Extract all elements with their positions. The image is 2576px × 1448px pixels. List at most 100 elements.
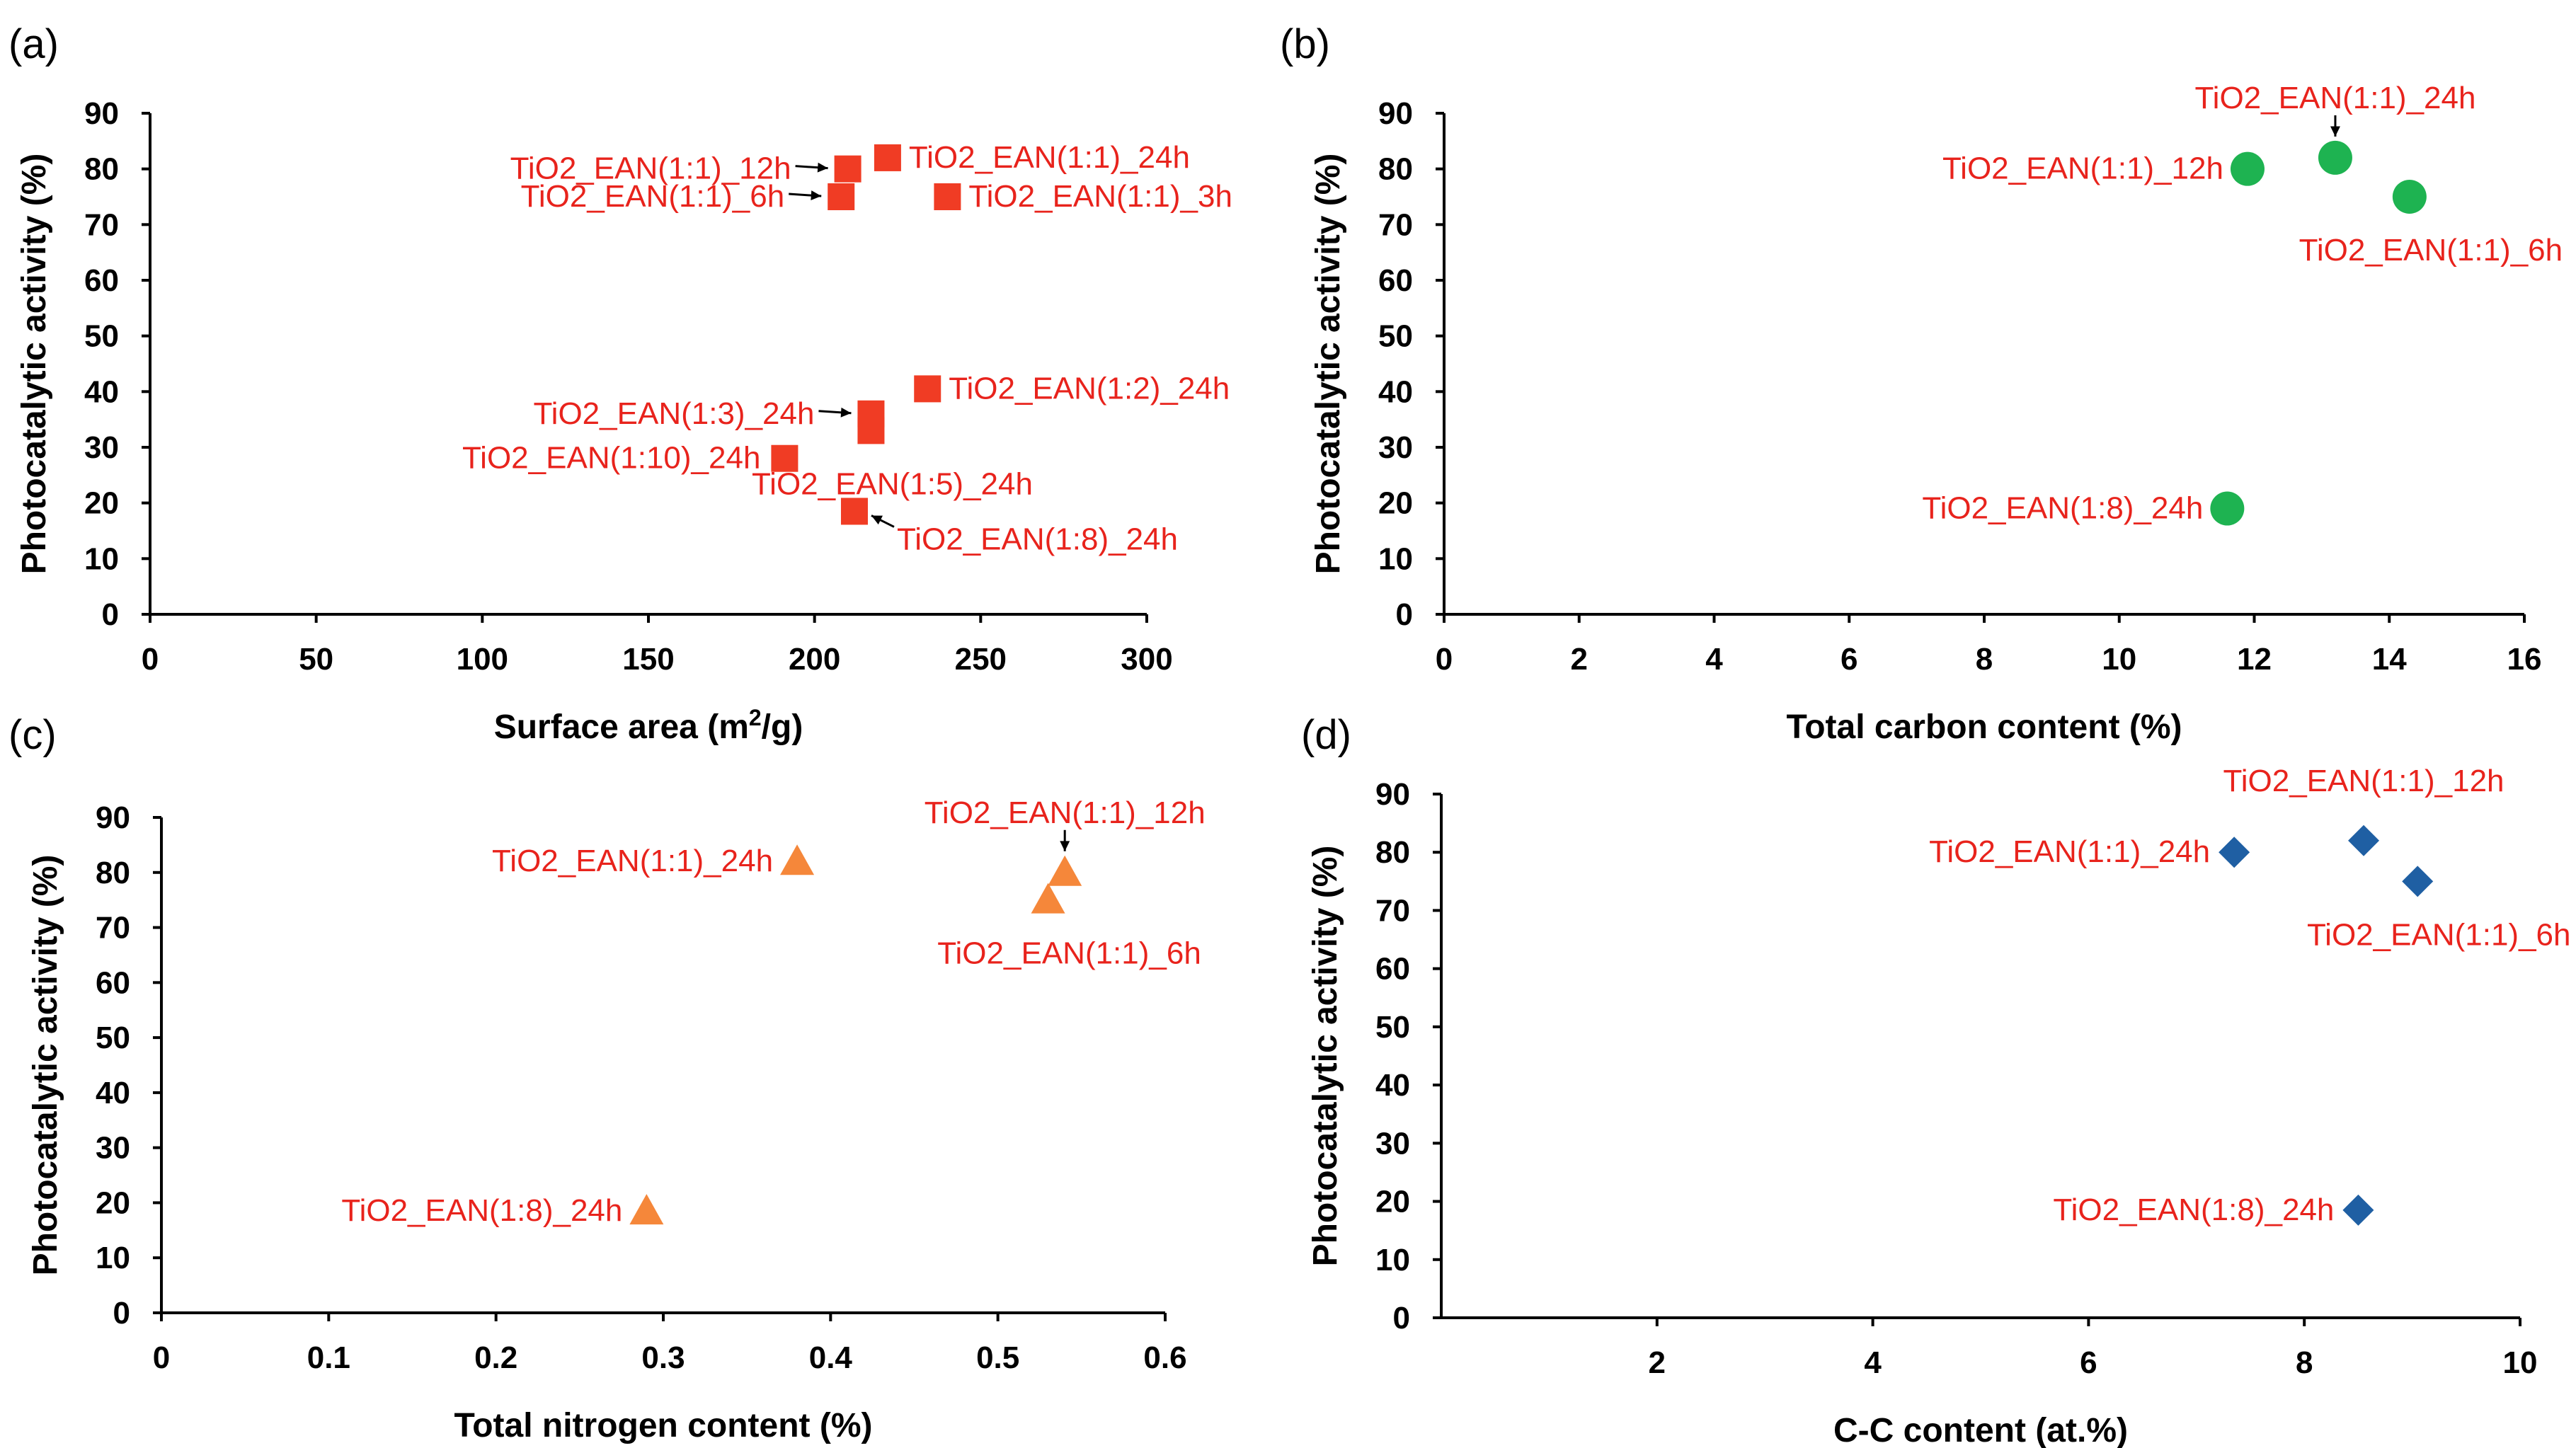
y-tick-label: 20 [84,486,119,521]
x-tick-label: 150 [622,642,674,677]
panel-c: (c) 0 10 20 30 40 50 60 70 80 90 0 0.1 0.2 0.3 0.4 0.5 0.… [8,712,1206,1444]
panel-d: (d) 0 10 20 30 40 50 60 70 80 90 2 4 6 8 10 C-C content … [1301,712,2570,1448]
y-tick-label: 70 [84,207,119,242]
point-annotation: TiO2_EAN(1:1)_12h [510,151,791,186]
y-tick-label: 80 [1378,152,1413,187]
point-annotation: TiO2_EAN(1:1)_6h [2307,917,2571,952]
y-tick-label: 50 [1378,319,1413,354]
x-tick-label: 8 [2296,1345,2313,1380]
x-tick-label: 10 [2503,1345,2538,1380]
y-tick-label: 40 [1375,1068,1410,1103]
x-tick-label: 100 [457,642,508,677]
data-point [1048,855,1082,886]
panel-label: (a) [8,21,59,67]
x-axis-title: C-C content (at.%) [1833,1412,2128,1448]
data-point [629,1194,664,1225]
data-point [834,155,861,183]
y-tick-label: 30 [1375,1126,1410,1161]
x-tick-label: 0 [153,1340,170,1375]
point-annotation: TiO2_EAN(1:1)_12h [925,795,1206,830]
data-point [2402,866,2434,897]
x-tick-label: 300 [1121,642,1172,677]
point-annotation: TiO2_EAN(1:10)_24h [462,441,760,476]
y-tick-label: 40 [84,374,119,409]
data-point [2230,151,2265,186]
y-tick-label: 80 [96,856,130,890]
data-point [2392,180,2427,214]
y-tick-label: 60 [84,263,119,298]
x-tick-label: 0.3 [641,1340,685,1375]
y-tick-label: 60 [1375,952,1410,987]
y-tick-label: 0 [102,597,119,632]
y-tick-label: 30 [96,1131,130,1166]
x-axis-title-tail: /g) [762,708,803,746]
y-tick-label: 90 [1378,96,1413,131]
y-axis-title: Photocatalytic activity (%) [1310,154,1347,575]
panel-label: (d) [1301,712,1351,758]
point-annotation: TiO2_EAN(1:5)_24h [752,466,1033,501]
y-tick-label: 50 [96,1021,130,1055]
point-annotation: TiO2_EAN(1:8)_24h [2053,1193,2334,1227]
y-axis-title: Photocatalytic activity (%) [16,154,53,575]
panel-label: (b) [1280,21,1330,67]
x-axis-title-superscript: 2 [749,705,762,730]
point-annotation: TiO2_EAN(1:1)_12h [2223,764,2505,798]
data-point [874,144,901,171]
annotation-arrow-head [871,515,883,525]
data-point [914,375,941,403]
y-tick-label: 20 [1378,486,1413,521]
x-tick-label: 0 [142,642,159,677]
x-tick-label: 6 [1841,642,1857,677]
data-point [2318,140,2352,175]
point-annotation: TiO2_EAN(1:8)_24h [1922,491,2203,526]
y-tick-label: 90 [84,96,119,131]
y-tick-label: 0 [1393,1301,1410,1335]
point-annotation: TiO2_EAN(1:1)_3h [968,179,1232,214]
data-point [2210,491,2245,526]
data-point [2342,1194,2374,1226]
point-annotation: TiO2_EAN(1:1)_24h [2194,81,2475,115]
y-axis-title: Photocatalytic activity (%) [1307,846,1344,1267]
y-tick-label: 60 [1378,263,1413,298]
point-annotation: TiO2_EAN(1:1)_6h [2299,233,2563,268]
y-tick-label: 0 [1396,597,1413,632]
y-tick-label: 20 [96,1185,130,1220]
y-tick-label: 70 [1375,893,1410,928]
point-annotation: TiO2_EAN(1:1)_6h [521,179,785,214]
y-tick-label: 70 [1378,207,1413,242]
annotation-arrow-head [811,190,822,201]
y-tick-label: 20 [1375,1185,1410,1219]
y-tick-label: 30 [1378,430,1413,465]
x-tick-label: 50 [299,642,333,677]
panel-a: (a) 0 10 20 30 40 50 60 70 80 90 0 50 100 150 200 250 300… [8,21,1232,746]
x-axis-title: Surface area (m2/g) [494,705,803,746]
x-tick-label: 4 [1864,1345,1882,1380]
point-annotation: TiO2_EAN(1:1)_24h [1929,834,2210,869]
x-tick-label: 16 [2507,642,2542,677]
data-point [2219,837,2250,868]
x-tick-label: 0.5 [976,1340,1019,1375]
y-tick-label: 40 [96,1076,130,1110]
y-tick-label: 60 [96,965,130,1000]
point-annotation: TiO2_EAN(1:1)_24h [909,140,1190,175]
x-tick-label: 6 [2080,1345,2097,1380]
panel-label: (c) [8,712,57,758]
y-tick-label: 90 [96,800,130,835]
x-tick-label: 0.1 [307,1340,350,1375]
x-tick-label: 200 [789,642,840,677]
point-annotation: TiO2_EAN(1:8)_24h [341,1193,622,1228]
data-point [780,844,815,875]
point-annotation: TiO2_EAN(1:1)_24h [492,844,773,878]
point-annotation: TiO2_EAN(1:1)_6h [937,936,1201,971]
annotation-arrow-head [840,407,852,418]
x-tick-label: 0.6 [1143,1340,1186,1375]
annotation-arrow-head [817,162,828,173]
y-tick-label: 70 [96,911,130,946]
data-point [1031,883,1065,914]
data-point [828,183,855,210]
data-point [2348,824,2380,856]
x-tick-label: 0.2 [474,1340,517,1375]
data-point [771,444,798,472]
y-tick-label: 30 [84,430,119,465]
y-tick-label: 80 [84,152,119,187]
